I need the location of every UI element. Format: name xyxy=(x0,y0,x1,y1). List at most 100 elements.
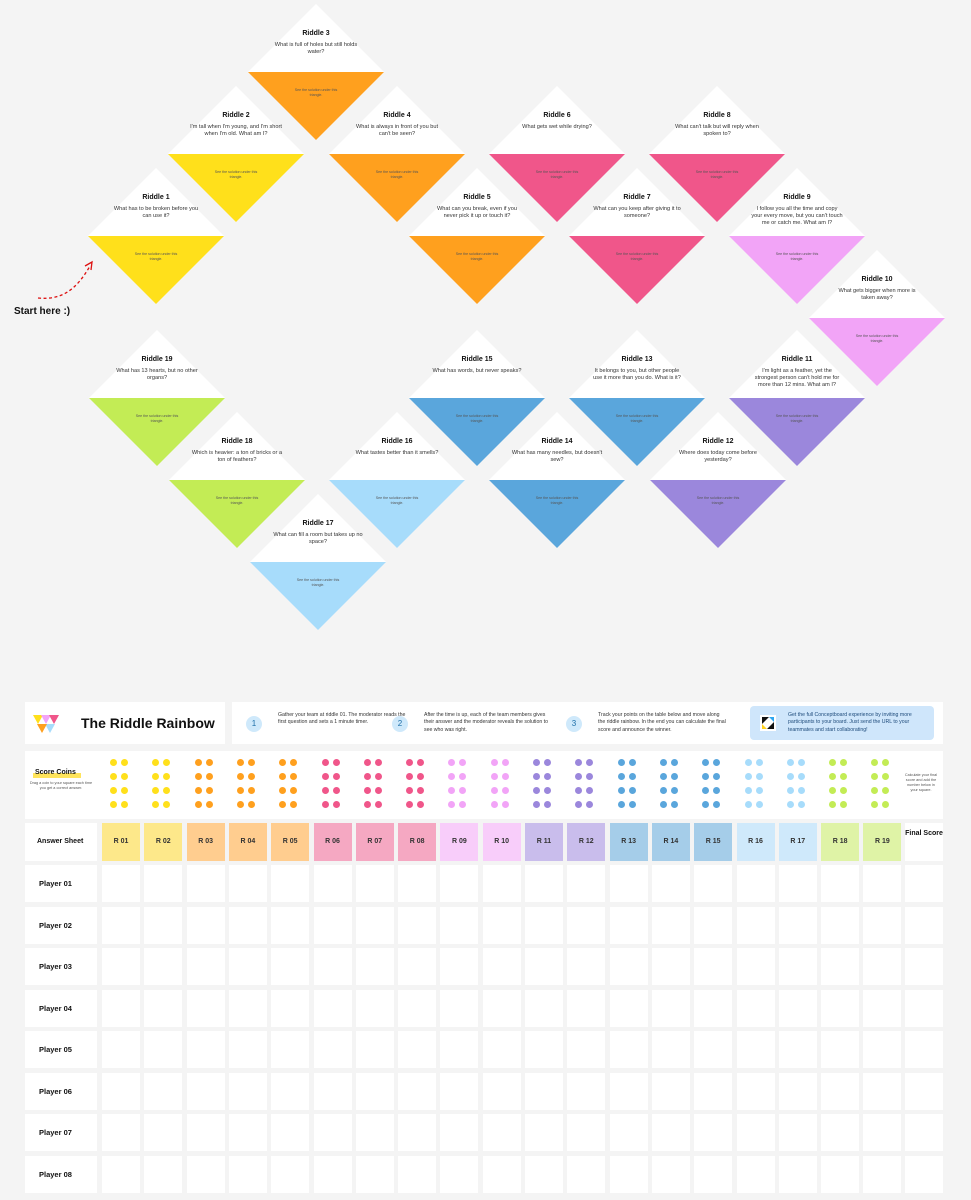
score-cell[interactable] xyxy=(186,948,225,985)
score-cell[interactable] xyxy=(694,1155,733,1193)
score-cell[interactable] xyxy=(609,1031,648,1068)
score-coin[interactable] xyxy=(659,801,667,808)
score-cell[interactable] xyxy=(313,948,352,985)
score-coin[interactable] xyxy=(110,787,117,794)
score-coin[interactable] xyxy=(194,773,202,780)
score-coin[interactable] xyxy=(448,787,456,794)
score-coin[interactable] xyxy=(617,759,625,766)
score-cell[interactable] xyxy=(525,865,563,902)
score-cell[interactable] xyxy=(525,989,563,1027)
score-coin[interactable] xyxy=(702,787,710,794)
score-coin[interactable] xyxy=(247,759,255,766)
score-cell[interactable] xyxy=(567,1031,606,1068)
score-cell[interactable] xyxy=(863,906,902,944)
score-coin[interactable] xyxy=(332,787,340,794)
score-coin[interactable] xyxy=(459,773,467,780)
score-coin[interactable] xyxy=(586,759,594,766)
score-cell[interactable] xyxy=(736,865,775,902)
score-cell[interactable] xyxy=(821,948,860,985)
score-cell[interactable] xyxy=(271,1114,310,1151)
score-coin[interactable] xyxy=(290,759,298,766)
score-coin[interactable] xyxy=(617,773,625,780)
score-coin[interactable] xyxy=(321,773,329,780)
score-coin[interactable] xyxy=(374,759,382,766)
score-cell[interactable] xyxy=(482,1072,521,1110)
score-cell[interactable] xyxy=(821,906,860,944)
riddle-14[interactable]: Riddle 14 What has many needles, but does… xyxy=(489,412,625,548)
score-cell[interactable] xyxy=(228,1031,267,1068)
score-cell[interactable] xyxy=(144,865,183,902)
score-coin[interactable] xyxy=(575,787,583,794)
score-cell[interactable] xyxy=(102,1155,140,1193)
riddle-2[interactable]: Riddle 2 I'm tall when I'm young, and I'm… xyxy=(168,86,304,222)
score-coin[interactable] xyxy=(332,759,340,766)
score-cell[interactable] xyxy=(440,1114,479,1151)
score-coin[interactable] xyxy=(417,759,425,766)
score-cell[interactable] xyxy=(398,989,437,1027)
riddle-12[interactable]: Riddle 12 Where does today come before ye… xyxy=(650,412,786,548)
score-coin[interactable] xyxy=(829,787,837,794)
score-coin[interactable] xyxy=(332,801,340,808)
score-coin[interactable] xyxy=(659,759,667,766)
score-cell[interactable] xyxy=(482,1155,521,1193)
score-coin[interactable] xyxy=(755,773,763,780)
score-cell[interactable] xyxy=(186,1155,225,1193)
score-coin[interactable] xyxy=(374,787,382,794)
score-cell[interactable] xyxy=(525,1031,563,1068)
score-cell[interactable] xyxy=(778,948,817,985)
score-cell[interactable] xyxy=(398,1072,437,1110)
score-coin[interactable] xyxy=(363,801,371,808)
score-cell[interactable] xyxy=(567,1072,606,1110)
score-coin[interactable] xyxy=(194,787,202,794)
score-coin[interactable] xyxy=(670,787,678,794)
score-coin[interactable] xyxy=(363,759,371,766)
score-coin[interactable] xyxy=(575,759,583,766)
score-cell[interactable] xyxy=(863,1072,902,1110)
score-cell[interactable] xyxy=(821,989,860,1027)
score-coin[interactable] xyxy=(755,759,763,766)
score-coin[interactable] xyxy=(321,787,329,794)
score-coin[interactable] xyxy=(501,759,509,766)
score-cell[interactable] xyxy=(567,1114,606,1151)
score-coin[interactable] xyxy=(110,773,117,780)
score-coin[interactable] xyxy=(617,801,625,808)
score-coin[interactable] xyxy=(544,759,551,766)
score-coin[interactable] xyxy=(786,773,794,780)
score-cell[interactable] xyxy=(863,1114,902,1151)
score-coin[interactable] xyxy=(840,773,848,780)
score-coin[interactable] xyxy=(374,773,382,780)
score-cell[interactable] xyxy=(482,1114,521,1151)
score-cell[interactable] xyxy=(482,989,521,1027)
score-coin[interactable] xyxy=(490,773,498,780)
final-score-cell[interactable] xyxy=(905,948,943,985)
score-cell[interactable] xyxy=(271,906,310,944)
score-cell[interactable] xyxy=(567,1155,606,1193)
score-coin[interactable] xyxy=(586,787,594,794)
score-cell[interactable] xyxy=(778,865,817,902)
score-coin[interactable] xyxy=(321,801,329,808)
score-coin[interactable] xyxy=(533,787,540,794)
score-cell[interactable] xyxy=(271,865,310,902)
score-cell[interactable] xyxy=(736,1155,775,1193)
score-coin[interactable] xyxy=(840,759,848,766)
score-cell[interactable] xyxy=(567,989,606,1027)
score-coin[interactable] xyxy=(501,787,509,794)
score-coin[interactable] xyxy=(744,801,752,808)
score-coin[interactable] xyxy=(797,787,805,794)
final-score-cell[interactable] xyxy=(905,1114,943,1151)
score-cell[interactable] xyxy=(228,906,267,944)
score-coin[interactable] xyxy=(575,773,583,780)
score-cell[interactable] xyxy=(567,906,606,944)
score-cell[interactable] xyxy=(609,989,648,1027)
riddle-19[interactable]: Riddle 19 What has 13 hearts, but no othe… xyxy=(89,330,225,466)
final-score-cell[interactable] xyxy=(905,1031,943,1068)
score-cell[interactable] xyxy=(567,948,606,985)
score-coin[interactable] xyxy=(110,801,117,808)
score-cell[interactable] xyxy=(355,1072,394,1110)
riddle-16[interactable]: Riddle 16 What tastes better than it smel… xyxy=(329,412,465,548)
score-coin[interactable] xyxy=(490,787,498,794)
score-coin[interactable] xyxy=(490,801,498,808)
final-score-cell[interactable] xyxy=(905,989,943,1027)
final-score-cell[interactable] xyxy=(905,906,943,944)
score-coin[interactable] xyxy=(406,801,414,808)
